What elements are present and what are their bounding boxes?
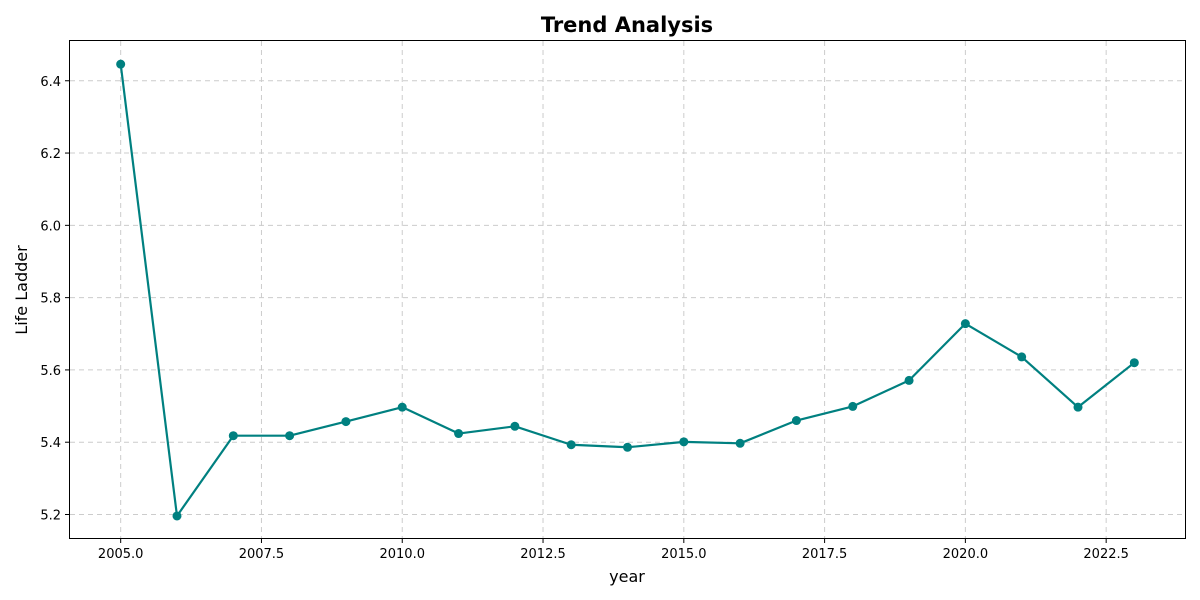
- data-point: [1129, 358, 1139, 368]
- y-tick-label: 6.0: [40, 219, 61, 234]
- y-tick-label: 5.6: [40, 364, 61, 379]
- x-tick-label: 2005.0: [98, 547, 144, 562]
- y-axis-label: Life Ladder: [12, 245, 31, 335]
- y-tick-label: 5.4: [40, 436, 61, 451]
- x-tick-label: 2015.0: [661, 547, 707, 562]
- y-tick-label: 5.8: [40, 292, 61, 307]
- data-point: [454, 429, 464, 439]
- data-point: [1073, 402, 1083, 412]
- data-point: [848, 401, 858, 411]
- data-point: [791, 416, 801, 426]
- data-point: [172, 511, 182, 521]
- data-point: [397, 402, 407, 412]
- data-point: [228, 431, 238, 441]
- x-tick-label: 2010.0: [379, 547, 425, 562]
- data-point: [735, 438, 745, 448]
- data-point: [960, 319, 970, 329]
- chart-title: Trend Analysis: [541, 13, 713, 37]
- data-point: [566, 440, 576, 450]
- x-tick-label: 2020.0: [943, 547, 989, 562]
- data-point: [904, 375, 914, 385]
- series-layer: [116, 59, 1139, 521]
- data-point: [1017, 352, 1027, 362]
- y-axis-ticks: 5.2 5.4 5.6 5.8 6.0 6.2 6.4: [40, 75, 70, 524]
- data-point: [679, 437, 689, 447]
- x-tick-label: 2007.5: [239, 547, 285, 562]
- x-tick-label: 2017.5: [802, 547, 848, 562]
- data-point: [341, 417, 351, 427]
- grid-lines: [70, 41, 1185, 538]
- data-point: [116, 59, 126, 69]
- y-tick-label: 6.4: [40, 75, 61, 90]
- y-tick-label: 6.2: [40, 147, 61, 162]
- x-tick-label: 2012.5: [520, 547, 566, 562]
- data-point: [285, 431, 295, 441]
- x-axis-ticks: 2005.0 2007.5 2010.0 2012.5 2015.0 2017.5 2020…: [98, 538, 1129, 562]
- data-point: [510, 421, 520, 431]
- x-axis-label: year: [609, 567, 645, 586]
- plot-frame: [69, 40, 1186, 539]
- y-tick-label: 5.2: [40, 509, 61, 524]
- x-tick-label: 2022.5: [1083, 547, 1129, 562]
- data-point: [623, 442, 632, 452]
